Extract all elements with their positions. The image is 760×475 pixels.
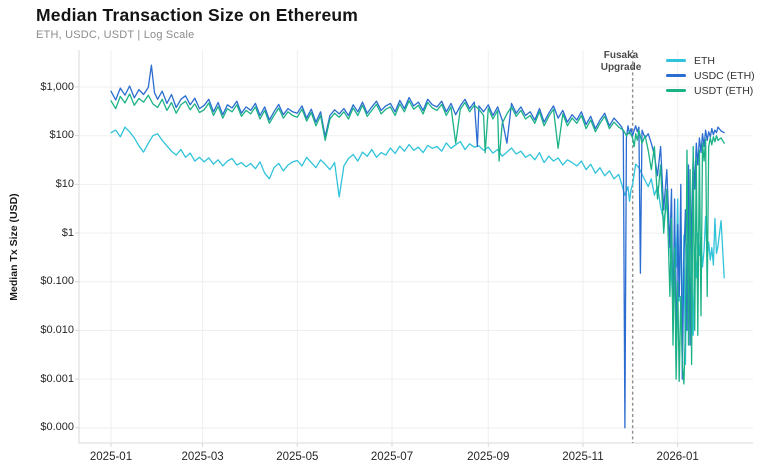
legend-item-usdc-eth[interactable]: USDC (ETH) [666, 68, 755, 83]
annotation-line-1: Fusaka [603, 50, 639, 61]
legend-item-eth[interactable]: ETH [666, 53, 755, 68]
legend-label: ETH [694, 54, 715, 67]
legend-label: USDT (ETH) [694, 84, 754, 97]
fusaka-upgrade-annotation: Fusaka Upgrade [581, 50, 661, 74]
y-tick-label: $0.001 [40, 372, 74, 385]
y-tick-label: $0.100 [40, 275, 74, 288]
x-tick-label: 2025-07 [370, 451, 414, 463]
legend-swatch-icon [666, 89, 686, 92]
chart-subtitle: ETH, USDC, USDT | Log Scale [36, 29, 195, 41]
x-tick-label: 2026-01 [656, 451, 699, 463]
annotation-line-2: Upgrade [600, 62, 642, 73]
series-lines [110, 64, 725, 429]
chart-title: Median Transaction Size on Ethereum [36, 5, 359, 25]
y-tick-label: $0.010 [40, 323, 74, 336]
x-tick-label: 2025-01 [89, 451, 133, 463]
y-tick-label: $10 [55, 177, 74, 190]
chart-header: Median Transaction Size on Ethereum ETH,… [36, 5, 358, 41]
legend-swatch-icon [666, 74, 686, 77]
y-tick-label: $0.000 [40, 421, 74, 434]
series-line-usdt-eth [110, 93, 725, 385]
tick-marks [75, 86, 679, 447]
vertical-gridlines [110, 50, 679, 443]
y-tick-label: $1,000 [40, 80, 74, 93]
legend-swatch-icon [666, 59, 686, 62]
horizontal-gridlines [79, 86, 753, 429]
legend: ETH USDC (ETH) USDT (ETH) [666, 53, 755, 98]
legend-item-usdt-eth[interactable]: USDT (ETH) [666, 83, 755, 98]
y-tick-label: $100 [49, 129, 74, 142]
x-tick-label: 2025-11 [562, 451, 604, 463]
series-line-usdc-eth [110, 64, 725, 429]
x-tick-label: 2025-05 [276, 451, 319, 463]
x-tick-label: 2025-09 [467, 451, 510, 463]
x-tick-label: 2025-03 [181, 451, 224, 463]
legend-label: USDC (ETH) [694, 69, 755, 82]
axis-lines [78, 50, 753, 444]
y-tick-label: $1 [61, 226, 74, 239]
